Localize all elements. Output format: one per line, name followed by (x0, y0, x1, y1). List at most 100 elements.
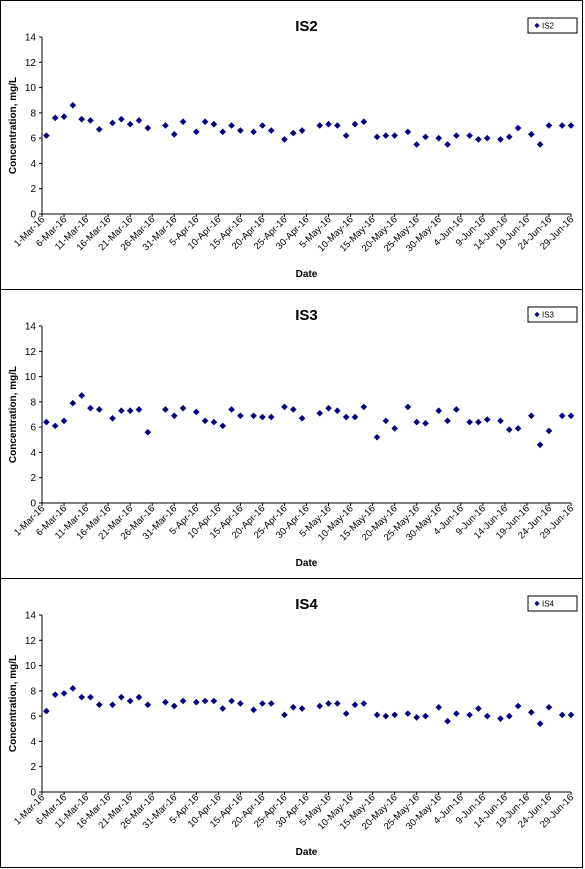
data-point (228, 406, 235, 413)
data-point (87, 404, 94, 412)
data-point (351, 120, 359, 128)
data-point (483, 134, 491, 142)
data-point (325, 120, 332, 128)
data-point (267, 413, 275, 421)
data-point (162, 122, 169, 129)
data-point (210, 418, 218, 426)
data-point (514, 425, 522, 432)
data-point (342, 413, 350, 421)
data-point (259, 700, 266, 707)
data-point (558, 122, 566, 129)
data-point (514, 702, 522, 710)
data-point (87, 693, 94, 701)
data-point (250, 412, 257, 420)
data-point (382, 712, 390, 720)
chart-panel-is2: IS2 0 2 4 6 8 10 12 14 1-Mar-16 6-Mar-16 11-Mar-16 1… (0, 0, 583, 290)
data-point (435, 407, 443, 415)
data-point (360, 118, 368, 126)
data-point (267, 127, 275, 134)
data-point (281, 711, 288, 719)
data-point (179, 404, 187, 412)
data-point (422, 133, 429, 141)
data-point (497, 417, 504, 425)
data-point (51, 422, 59, 430)
data-point (126, 697, 134, 705)
data-point (259, 413, 266, 421)
data-point (316, 702, 324, 710)
legend-box (527, 306, 578, 323)
chart-title: IS2 (295, 18, 318, 35)
y-axis-title: Concentration, mg/L (8, 655, 19, 752)
data-point (422, 420, 429, 427)
data-point (373, 433, 381, 441)
data-point (514, 124, 522, 132)
data-point (536, 141, 544, 148)
data-point (228, 697, 235, 705)
data-point (210, 120, 218, 128)
y-tick-label: 2 (30, 473, 36, 484)
data-point (170, 131, 178, 138)
legend: IS2 (527, 17, 578, 34)
data-point (192, 408, 200, 416)
data-point (219, 705, 227, 712)
y-tick-label: 10 (25, 372, 37, 383)
y-tick-label: 4 (30, 737, 36, 748)
data-point (505, 133, 513, 141)
data-point (201, 697, 209, 705)
y-tick-label: 10 (25, 661, 37, 672)
data-point (60, 690, 68, 697)
data-point (281, 136, 288, 143)
y-tick-label: 2 (30, 184, 36, 195)
data-point (382, 132, 390, 139)
data-point (179, 118, 187, 126)
data-point (334, 122, 341, 129)
data-point (135, 117, 143, 124)
data-point (43, 418, 50, 426)
data-point (342, 710, 350, 717)
y-tick-label: 2 (30, 762, 36, 773)
data-point (69, 685, 77, 692)
chart-panel-is3: IS3 0 2 4 6 8 10 12 14 1-Mar-16 6-Mar-16 11-Mar-16 1… (0, 289, 583, 579)
legend-label: IS2 (542, 22, 555, 31)
data-point (298, 414, 306, 422)
data-point (289, 129, 297, 137)
y-tick-label: 4 (30, 159, 36, 170)
data-point (192, 698, 200, 706)
data-point (250, 128, 257, 136)
y-tick-label: 6 (30, 134, 36, 145)
data-point (360, 700, 368, 707)
data-point (528, 131, 535, 138)
data-point (413, 418, 421, 426)
legend-marker (534, 600, 540, 607)
data-point (237, 412, 244, 420)
chart-svg-is4: IS4024681012141-Mar-166-Mar-1611-Mar-161… (8, 595, 578, 858)
data-point (558, 711, 566, 719)
data-point (351, 413, 359, 421)
data-point (69, 101, 77, 109)
data-point (201, 417, 209, 425)
data-point (126, 120, 134, 128)
y-tick-label: 8 (30, 108, 36, 119)
data-point (219, 128, 227, 136)
data-point (210, 697, 218, 705)
data-point (144, 124, 152, 132)
data-point (118, 407, 125, 415)
y-tick-label: 14 (25, 611, 37, 622)
data-point (422, 712, 429, 720)
data-point (475, 136, 482, 143)
y-tick-label: 6 (30, 712, 36, 723)
data-point (43, 132, 50, 139)
y-tick-label: 0 (30, 499, 36, 510)
data-point (444, 717, 451, 725)
data-point (334, 407, 341, 415)
legend-marker (534, 22, 540, 29)
y-tick-label: 4 (30, 448, 36, 459)
data-point (360, 403, 368, 411)
data-point (135, 406, 143, 413)
chart-panel-is4: IS4 0 2 4 6 8 10 12 14 1-Mar-16 6-Mar-16 11-Mar-16 1… (0, 578, 583, 868)
y-tick-label: 0 (30, 788, 36, 799)
data-point (558, 412, 566, 420)
data-point (536, 720, 544, 728)
data-point (60, 417, 68, 425)
data-point (118, 693, 125, 701)
